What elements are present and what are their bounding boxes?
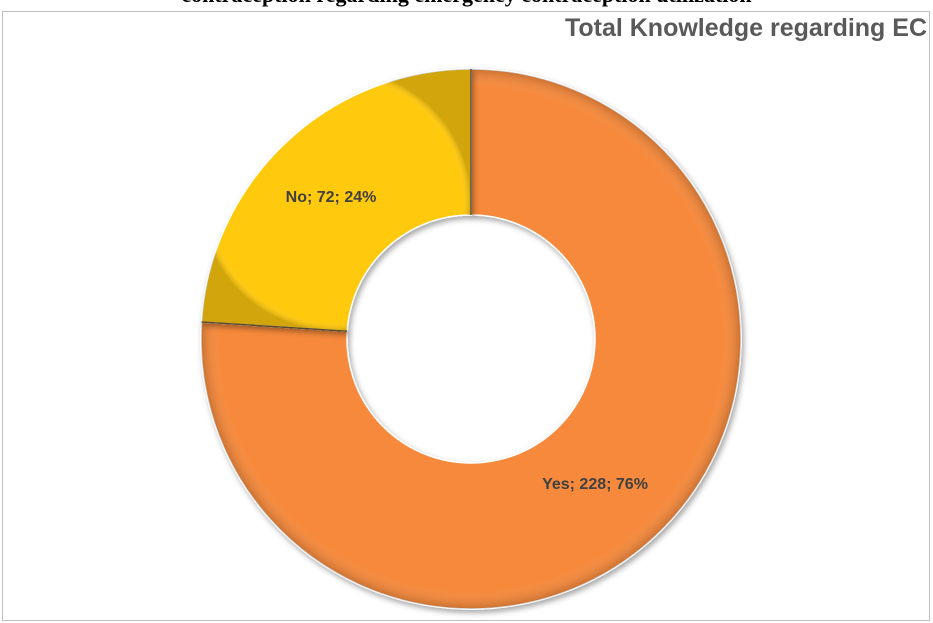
chart-title: Total Knowledge regarding EC [564,14,927,42]
data-label-no: No; 72; 24% [286,189,377,206]
slice-separator [201,321,348,332]
document-caption: contraception regarding emergency contra… [0,0,933,8]
data-label-yes: Yes; 228; 76% [542,476,648,493]
